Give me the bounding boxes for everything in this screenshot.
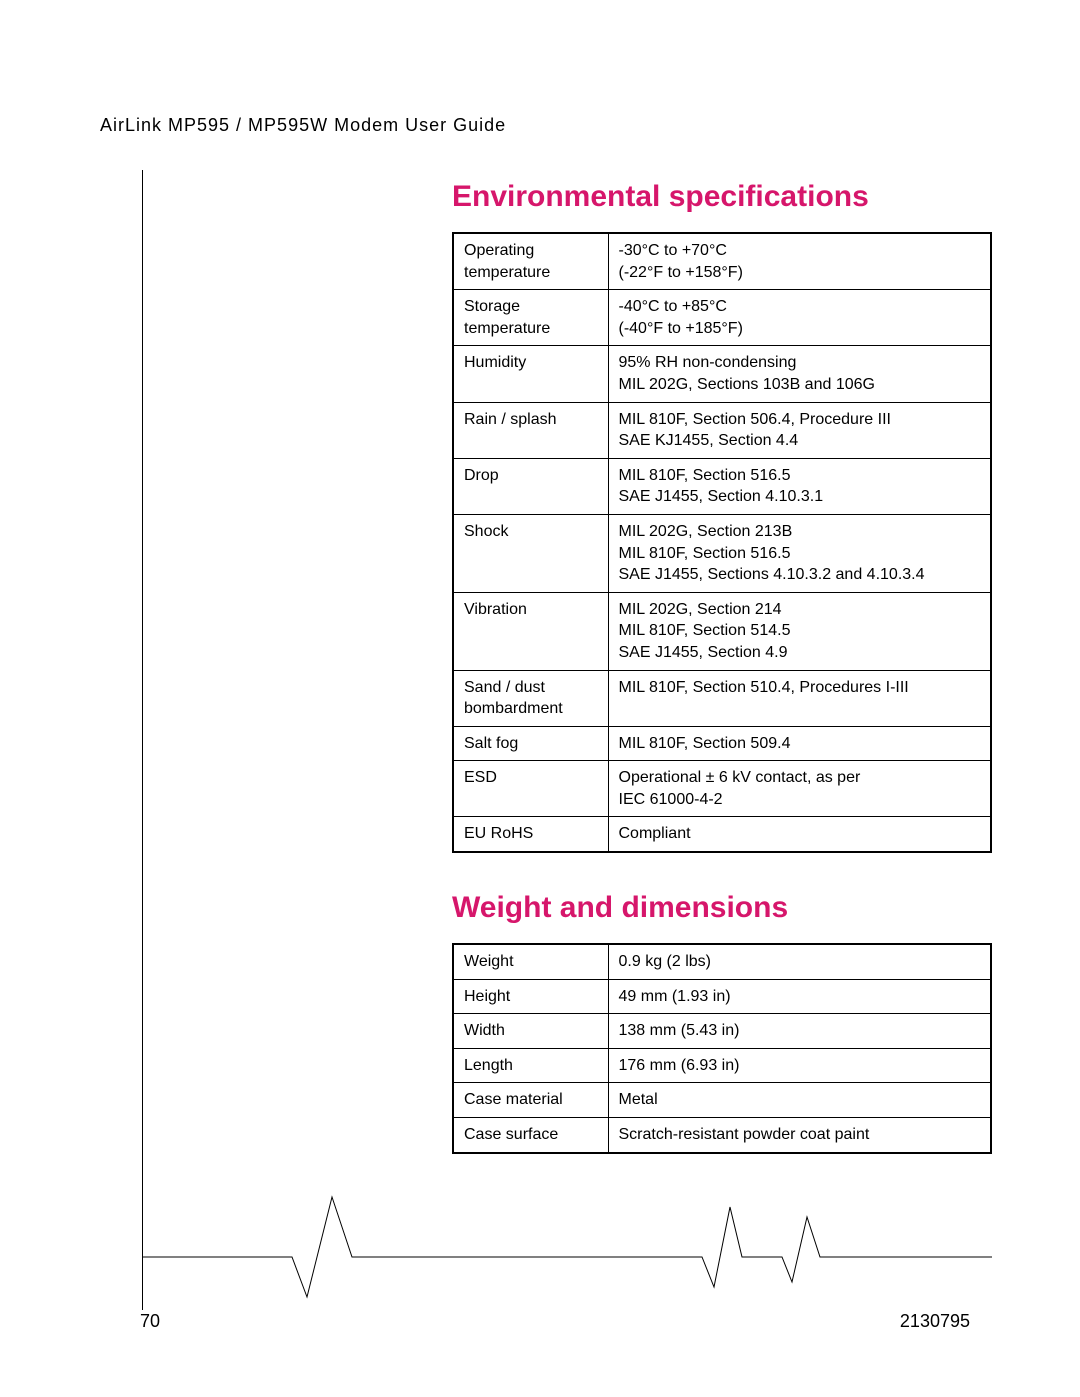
spec-value-line: MIL 810F, Section 516.5: [619, 465, 981, 487]
spec-value-line: MIL 810F, Section 506.4, Procedure III: [619, 409, 981, 431]
table-row: Weight 0.9 kg (2 lbs): [453, 944, 991, 979]
spec-value: -30°C to +70°C(-22°F to +158°F): [608, 233, 991, 290]
spec-value-line: 49 mm (1.93 in): [619, 986, 981, 1008]
spec-label: EU RoHS: [453, 817, 608, 852]
spec-label: Drop: [453, 458, 608, 514]
spec-value-line: MIL 810F, Section 516.5: [619, 543, 981, 565]
spec-value: MIL 202G, Section 213BMIL 810F, Section …: [608, 514, 991, 592]
content-area: Environmental specifications Operating t…: [452, 180, 992, 1154]
spec-value: -40°C to +85°C(-40°F to +185°F): [608, 290, 991, 346]
spec-label: Weight: [453, 944, 608, 979]
spec-label: Length: [453, 1048, 608, 1083]
spec-label: Rain / splash: [453, 402, 608, 458]
spec-label: Width: [453, 1014, 608, 1049]
table-row: Height 49 mm (1.93 in): [453, 979, 991, 1014]
spec-value-line: MIL 810F, Section 510.4, Procedures I-II…: [619, 677, 981, 699]
page-number: 70: [140, 1311, 160, 1332]
table-row: Case surface Scratch-resistant powder coa…: [453, 1118, 991, 1153]
spec-value-line: 138 mm (5.43 in): [619, 1020, 981, 1042]
spec-value: Operational ± 6 kV contact, as perIEC 61…: [608, 761, 991, 817]
header-title: AirLink MP595 / MP595W Modem User Guide: [100, 115, 506, 136]
spec-value-line: -30°C to +70°C: [619, 240, 981, 262]
table-row: Length 176 mm (6.93 in): [453, 1048, 991, 1083]
table-row: Rain / splashMIL 810F, Section 506.4, Pr…: [453, 402, 991, 458]
spec-value-line: SAE J1455, Sections 4.10.3.2 and 4.10.3.…: [619, 564, 981, 586]
table-row: ESDOperational ± 6 kV contact, as perIEC…: [453, 761, 991, 817]
table-row: EU RoHS Compliant: [453, 817, 991, 852]
table-row: VibrationMIL 202G, Section 214MIL 810F, …: [453, 592, 991, 670]
spec-label: Operating temperature: [453, 233, 608, 290]
table-row: ShockMIL 202G, Section 213BMIL 810F, Sec…: [453, 514, 991, 592]
spec-label: Shock: [453, 514, 608, 592]
table-row: Humidity95% RH non-condensingMIL 202G, S…: [453, 346, 991, 402]
spec-value-line: Scratch-resistant powder coat paint: [619, 1124, 981, 1146]
spec-value-line: MIL 202G, Section 213B: [619, 521, 981, 543]
spec-value-line: (-22°F to +158°F): [619, 262, 981, 284]
spec-value-line: SAE J1455, Section 4.10.3.1: [619, 486, 981, 508]
spec-value: 95% RH non-condensingMIL 202G, Sections …: [608, 346, 991, 402]
spec-value: MIL 202G, Section 214MIL 810F, Section 5…: [608, 592, 991, 670]
spec-label: Storage temperature: [453, 290, 608, 346]
spec-value-line: 176 mm (6.93 in): [619, 1055, 981, 1077]
spec-value: MIL 810F, Section 506.4, Procedure IIISA…: [608, 402, 991, 458]
spec-label: Humidity: [453, 346, 608, 402]
spec-value: 176 mm (6.93 in): [608, 1048, 991, 1083]
spec-value-line: Metal: [619, 1089, 981, 1111]
spec-value-line: SAE KJ1455, Section 4.4: [619, 430, 981, 452]
spec-value: 138 mm (5.43 in): [608, 1014, 991, 1049]
spec-label: Sand / dust bombardment: [453, 670, 608, 726]
spec-value-line: Operational ± 6 kV contact, as per: [619, 767, 981, 789]
spec-label: Salt fog: [453, 726, 608, 761]
spec-value-line: -40°C to +85°C: [619, 296, 981, 318]
table-row: Case material Metal: [453, 1083, 991, 1118]
spec-value-line: 0.9 kg (2 lbs): [619, 951, 981, 973]
table-row: Salt fog MIL 810F, Section 509.4: [453, 726, 991, 761]
spec-label: ESD: [453, 761, 608, 817]
heading-environmental-specifications: Environmental specifications: [452, 180, 992, 214]
spec-value-line: SAE J1455, Section 4.9: [619, 642, 981, 664]
spec-label: Height: [453, 979, 608, 1014]
spec-value-line: MIL 810F, Section 514.5: [619, 620, 981, 642]
spec-value: MIL 810F, Section 516.5SAE J1455, Sectio…: [608, 458, 991, 514]
document-number: 2130795: [900, 1311, 970, 1332]
spec-value: 49 mm (1.93 in): [608, 979, 991, 1014]
spec-value: Scratch-resistant powder coat paint: [608, 1118, 991, 1153]
spec-value: Compliant: [608, 817, 991, 852]
spec-value-line: MIL 810F, Section 509.4: [619, 733, 981, 755]
spec-label: Vibration: [453, 592, 608, 670]
spec-value-line: IEC 61000-4-2: [619, 789, 981, 811]
spec-value-line: 95% RH non-condensing: [619, 352, 981, 374]
table-row: Operating temperature-30°C to +70°C(-22°…: [453, 233, 991, 290]
spec-label: Case surface: [453, 1118, 608, 1153]
page: AirLink MP595 / MP595W Modem User Guide …: [45, 40, 1035, 1357]
table-row: Width 138 mm (5.43 in): [453, 1014, 991, 1049]
weight-dimensions-table: Weight 0.9 kg (2 lbs) Height 49 mm (1.93 in…: [452, 943, 992, 1154]
table-row: Sand / dust bombardment MIL 810F, Section…: [453, 670, 991, 726]
heading-weight-and-dimensions: Weight and dimensions: [452, 891, 992, 925]
spec-label: Case material: [453, 1083, 608, 1118]
spec-value-line: MIL 202G, Sections 103B and 106G: [619, 374, 981, 396]
vertical-rule: [142, 170, 143, 1310]
spec-value-line: Compliant: [619, 823, 981, 845]
spec-value: MIL 810F, Section 510.4, Procedures I-II…: [608, 670, 991, 726]
table-row: Storage temperature-40°C to +85°C(-40°F …: [453, 290, 991, 346]
spec-value: MIL 810F, Section 509.4: [608, 726, 991, 761]
spec-value-line: (-40°F to +185°F): [619, 318, 981, 340]
environmental-specs-table: Operating temperature-30°C to +70°C(-22°…: [452, 232, 992, 853]
spec-value: Metal: [608, 1083, 991, 1118]
table-row: DropMIL 810F, Section 516.5SAE J1455, Se…: [453, 458, 991, 514]
spec-value-line: MIL 202G, Section 214: [619, 599, 981, 621]
heartbeat-line-graphic: [142, 1197, 992, 1297]
spec-value: 0.9 kg (2 lbs): [608, 944, 991, 979]
